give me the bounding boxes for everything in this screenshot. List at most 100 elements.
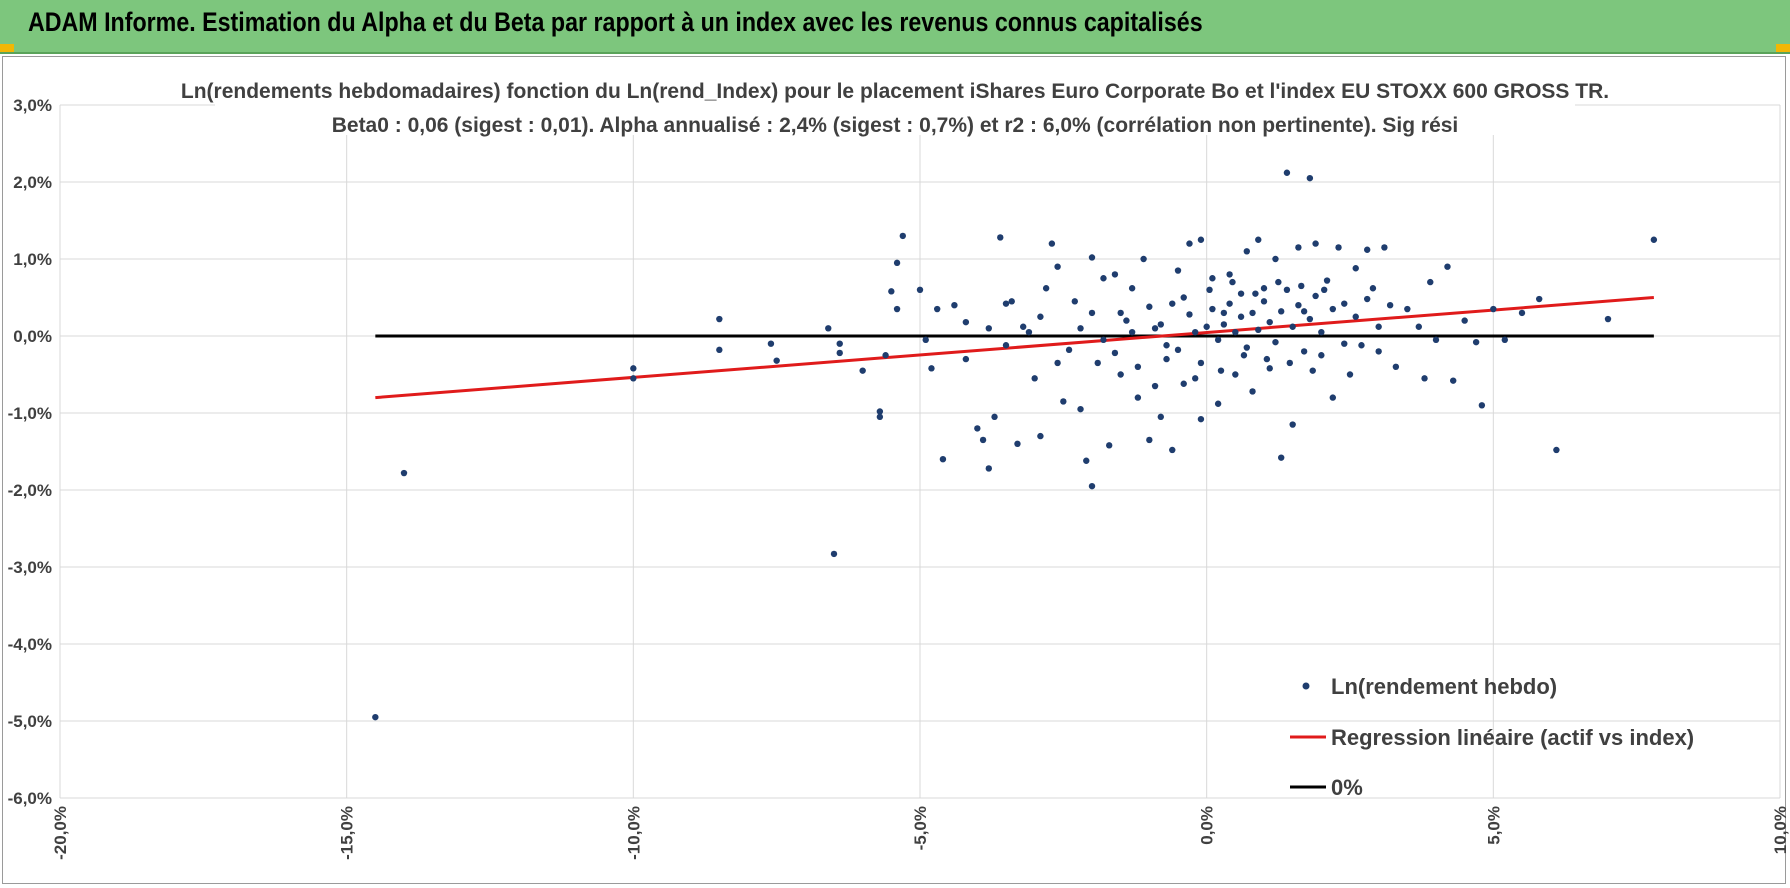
scatter-point [916, 286, 924, 293]
x-tick-label: 0,0% [1198, 806, 1217, 845]
scatter-point [1341, 340, 1348, 347]
scatter-point [1226, 271, 1233, 278]
scatter-point [830, 550, 838, 558]
scatter-point [1229, 278, 1236, 286]
scatter-point [1071, 298, 1079, 305]
scatter-point [1186, 311, 1193, 318]
scatter-point [1037, 313, 1044, 320]
scatter-point [985, 465, 992, 472]
scatter-point [1088, 309, 1096, 317]
scatter-point [1295, 244, 1302, 251]
chart-title-line-2: Beta0 : 0,06 (sigest : 0,01). Alpha annu… [332, 114, 1459, 137]
chart-title: Ln(rendements hebdomadaires) fonction du… [181, 73, 1609, 137]
scatter-point [1180, 294, 1187, 301]
scatter-point [1490, 305, 1497, 313]
scatter-point [1272, 338, 1279, 346]
scatter-point [1461, 317, 1468, 324]
scatter-point [1318, 352, 1325, 359]
scatter-point [1197, 359, 1205, 367]
scatter-point [1077, 325, 1084, 332]
scatter-point [1260, 285, 1268, 292]
scatter-points [372, 169, 1658, 721]
y-tick-label: -2,0% [8, 481, 52, 500]
scatter-point [1392, 363, 1400, 370]
scatter-point [1352, 313, 1359, 320]
scatter-point [1237, 290, 1245, 297]
scatter-point [1209, 275, 1216, 282]
scatter-point [1364, 295, 1371, 303]
y-tick-label: -6,0% [8, 789, 52, 808]
scatter-point [836, 340, 843, 347]
scatter-point [1192, 328, 1199, 336]
scatter-point [716, 346, 723, 354]
scatter-point [400, 469, 408, 477]
scatter-point [962, 355, 970, 363]
scatter-point [934, 305, 941, 313]
chart-title-line-1: Ln(rendements hebdomadaires) fonction du… [181, 80, 1609, 103]
scatter-point [1240, 352, 1248, 359]
scatter-point [1341, 300, 1348, 307]
scatter-point [1220, 309, 1228, 317]
y-tick-label: -3,0% [8, 558, 52, 577]
scatter-point [1289, 323, 1296, 330]
corner-accent-left [0, 44, 14, 52]
scatter-point [1014, 440, 1021, 447]
scatter-point [1604, 315, 1612, 323]
scatter-point [1404, 305, 1411, 313]
scatter-point [1375, 323, 1382, 330]
scatter-point [1151, 382, 1159, 390]
scatter-point [1415, 323, 1423, 330]
scatter-point [1111, 271, 1119, 278]
scatter-point [1329, 305, 1337, 313]
legend-label-zero: 0% [1331, 775, 1363, 800]
scatter-point [1309, 367, 1316, 374]
scatter-point [1318, 328, 1325, 336]
scatter-point [1518, 309, 1526, 317]
scatter-point [1329, 394, 1337, 401]
scatter-point [1381, 244, 1388, 251]
y-tick-label: 3,0% [13, 96, 52, 115]
scatter-point [1134, 394, 1142, 401]
scatter-point [899, 232, 906, 240]
scatter-point [1266, 365, 1273, 372]
scatter-point [1286, 359, 1294, 367]
scatter-point [1117, 309, 1124, 317]
scatter-point [1192, 375, 1199, 382]
scatter-point [979, 436, 987, 444]
scatter-point [1321, 286, 1328, 293]
legend-label-scatter: Ln(rendement hebdo) [1331, 674, 1557, 699]
scatter-point [630, 365, 637, 372]
scatter-point [1100, 275, 1107, 282]
scatter-point [1386, 302, 1394, 309]
banner-title: ADAM Informe. Estimation du Alpha et du … [28, 7, 1203, 37]
scatter-point [1472, 338, 1480, 346]
scatter-point [1278, 308, 1285, 315]
scatter-point [997, 234, 1004, 241]
scatter-point [372, 713, 379, 721]
scatter-point [1650, 236, 1658, 243]
scatter-point [1128, 285, 1136, 292]
scatter-point [1206, 286, 1213, 293]
scatter-point [1421, 375, 1428, 382]
scatter-point [1501, 336, 1509, 344]
scatter-point [1174, 346, 1182, 354]
scatter-point [1306, 315, 1314, 323]
scatter-point [1249, 309, 1256, 317]
scatter-point [1312, 240, 1319, 247]
scatter-point [1157, 321, 1165, 328]
x-tick-label: 5,0% [1484, 806, 1503, 845]
scatter-point [1214, 400, 1222, 407]
scatter-point [1444, 263, 1451, 270]
scatter-point [939, 456, 947, 463]
scatter-point [1174, 267, 1182, 274]
x-tick-label: -20,0% [51, 806, 70, 860]
y-tick-label: -4,0% [8, 635, 52, 654]
scatter-point [1163, 342, 1170, 349]
x-tick-label: -10,0% [624, 806, 643, 860]
scatter-point [1352, 265, 1359, 272]
scatter-point [951, 302, 958, 309]
scatter-point [888, 288, 895, 295]
scatter-point [1042, 285, 1050, 292]
scatter-point [1249, 388, 1256, 395]
scatter-point [876, 413, 884, 421]
